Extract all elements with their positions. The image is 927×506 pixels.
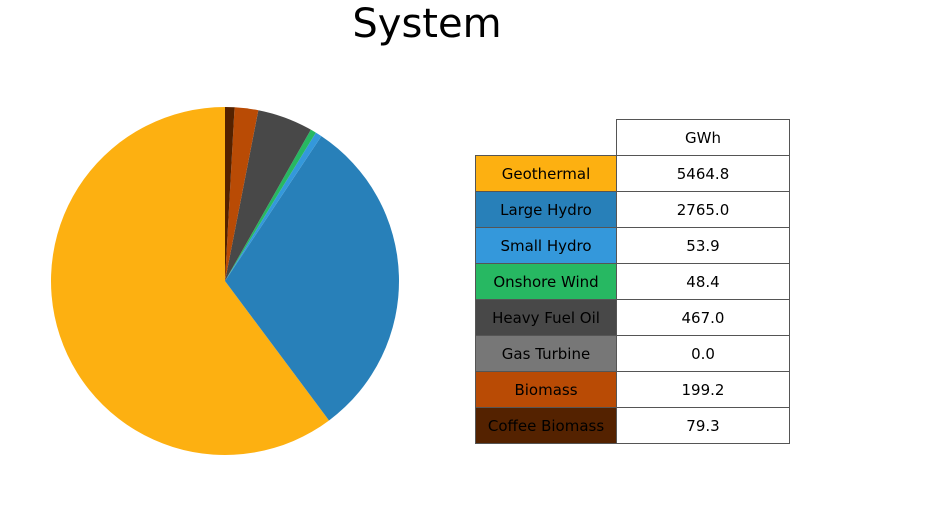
pie-slice-geothermal [51,107,330,455]
chart-title: System [352,1,502,47]
pie-slice-small-hydro [225,132,322,281]
legend-label-large-hydro: Large Hydro [475,191,617,228]
legend-label-gas-turbine: Gas Turbine [475,335,617,372]
pie-slice-heavy-fuel-oil [225,110,311,281]
legend-row-small-hydro: Small Hydro 53.9 [475,227,790,264]
legend-row-geothermal: Geothermal 5464.8 [475,155,790,192]
legend-label-geothermal: Geothermal [475,155,617,192]
legend-value-geothermal: 5464.8 [616,155,790,192]
legend-table: GWh Geothermal 5464.8 Large Hydro 2765.0 Sma… [475,119,790,444]
legend-value-small-hydro: 53.9 [616,227,790,264]
pie-slice-coffee-biomass [225,107,235,281]
legend-value-large-hydro: 2765.0 [616,191,790,228]
legend-label-small-hydro: Small Hydro [475,227,617,264]
legend-value-coffee-biomass: 79.3 [616,407,790,444]
legend-corner [476,120,617,156]
legend-label-biomass: Biomass [475,371,617,408]
legend-value-biomass: 199.2 [616,371,790,408]
pie-slice-large-hydro [225,136,400,421]
legend-column-header: GWh [616,119,790,156]
legend-value-onshore-wind: 48.4 [616,263,790,300]
pie-slice-biomass [225,107,259,281]
legend-value-gas-turbine: 0.0 [616,335,790,372]
legend-row-biomass: Biomass 199.2 [475,371,790,408]
legend-row-gas-turbine: Gas Turbine 0.0 [475,335,790,372]
legend-label-onshore-wind: Onshore Wind [475,263,617,300]
legend-value-heavy-fuel-oil: 467.0 [616,299,790,336]
legend-header-row: GWh [476,119,790,156]
legend-label-heavy-fuel-oil: Heavy Fuel Oil [475,299,617,336]
legend-label-coffee-biomass: Coffee Biomass [475,407,617,444]
legend-row-onshore-wind: Onshore Wind 48.4 [475,263,790,300]
legend-row-heavy-fuel-oil: Heavy Fuel Oil 467.0 [475,299,790,336]
pie-slice-onshore-wind [225,129,316,281]
legend-row-large-hydro: Large Hydro 2765.0 [475,191,790,228]
legend-row-coffee-biomass: Coffee Biomass 79.3 [475,407,790,444]
